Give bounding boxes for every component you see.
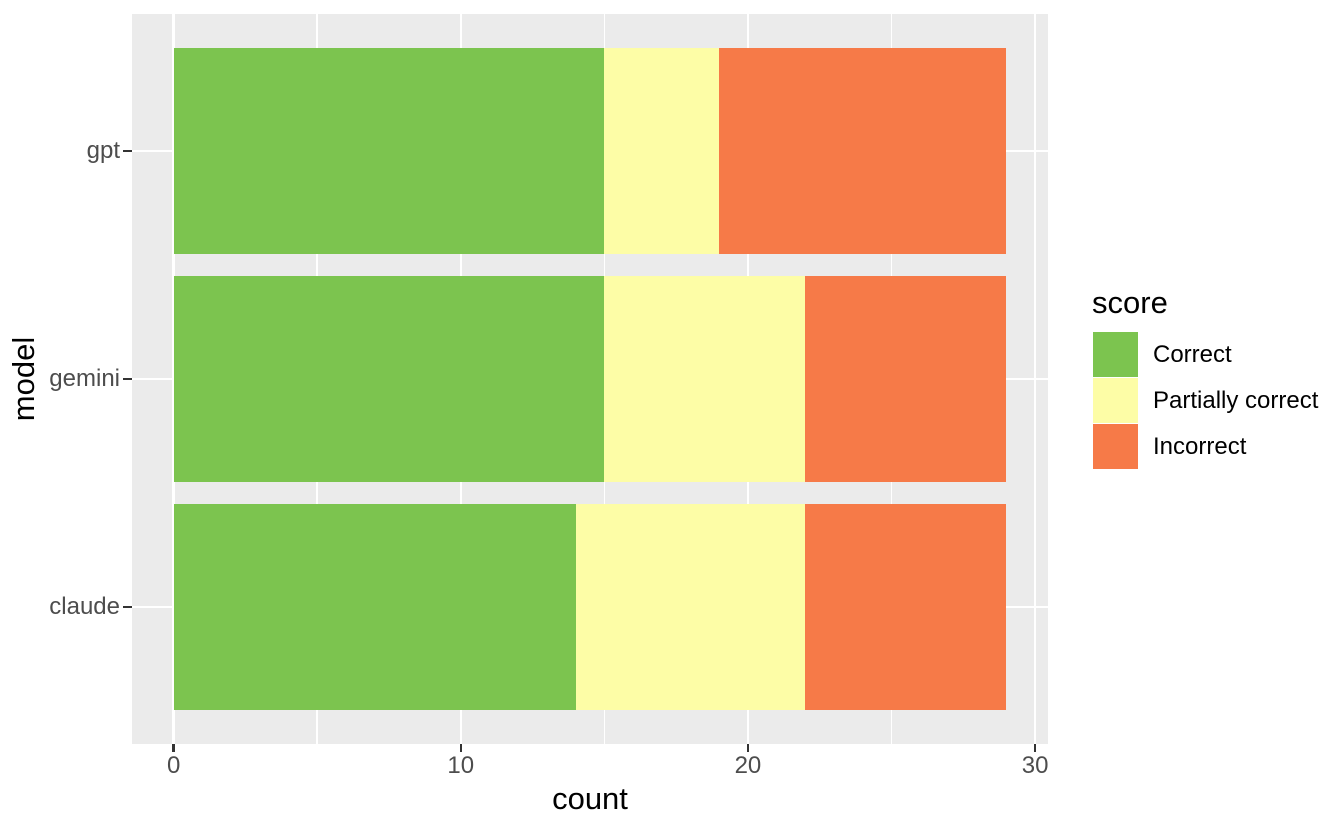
legend-label-correct: Correct	[1153, 340, 1232, 368]
legend-swatch-partially-correct	[1093, 378, 1138, 423]
legend-item-incorrect: Incorrect	[1092, 424, 1318, 469]
legend-label-partially-correct: Partially correct	[1153, 386, 1319, 414]
y-tick-label-gpt: gpt	[86, 136, 120, 164]
plot-panel	[132, 14, 1048, 744]
bar-gemini-incorrect	[805, 276, 1007, 482]
x-axis-title: count	[552, 781, 628, 816]
bar-gemini-correct	[173, 276, 605, 482]
bar-claude-partially-correct	[575, 504, 806, 710]
legend-items: Correct Partially correct Incorrect	[1092, 332, 1318, 469]
y-tick-label-claude: claude	[49, 593, 120, 621]
y-tick-claude	[123, 605, 132, 609]
bar-claude-correct	[173, 504, 576, 710]
y-tick-gemini	[123, 377, 132, 381]
bar-gpt-correct	[173, 48, 605, 254]
y-tick-gpt	[123, 149, 132, 153]
x-tick-10	[459, 744, 462, 752]
legend-item-partially-correct: Partially correct	[1092, 378, 1318, 423]
bar-gpt-incorrect	[719, 48, 1007, 254]
x-tick-20	[746, 744, 750, 752]
x-tick-0	[172, 744, 175, 752]
x-tick-label-10: 10	[447, 752, 475, 779]
legend-swatch-correct	[1093, 332, 1138, 377]
bar-gpt-partially-correct	[604, 48, 720, 254]
legend-swatch-incorrect	[1093, 424, 1138, 469]
legend: score Correct Partially correct Incorrect	[1092, 287, 1318, 470]
legend-title: score	[1092, 285, 1168, 320]
x-tick-label-20: 20	[734, 752, 762, 779]
legend-item-correct: Correct	[1092, 332, 1318, 377]
legend-label-incorrect: Incorrect	[1153, 432, 1247, 460]
x-tick-label-0: 0	[166, 752, 181, 779]
y-tick-label-gemini: gemini	[49, 365, 120, 392]
bar-claude-incorrect	[805, 504, 1007, 710]
x-tick-label-30: 30	[1021, 752, 1049, 779]
x-tick-30	[1033, 744, 1037, 752]
bar-gemini-partially-correct	[604, 276, 806, 482]
